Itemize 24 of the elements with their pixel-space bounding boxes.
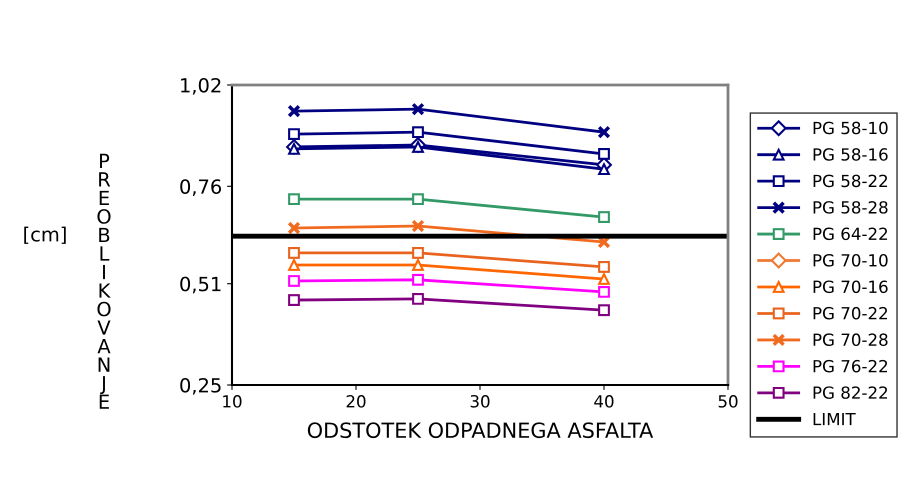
legend-label: PG 58-16 [814,148,888,161]
legend-label: PG 70-16 [814,280,888,294]
legend-label: PG 70-10 [814,254,888,267]
legend-label: PG 58-10 [814,122,888,134]
x-axis-title: ODSTOTEK ODPADNEGA ASFALTA [308,422,654,438]
x-tick-label: 40 [594,395,614,408]
text: PREOBLIKOVANJE [97,154,111,409]
legend-label: PG 58-22 [814,174,888,188]
legend-label: PG 82-22 [814,386,888,399]
y-tick-label: 0,25 [180,378,221,395]
x-tick-label: 20 [346,395,366,408]
y-tick-label: 0,51 [180,276,220,294]
legend-label: PG 70-28 [814,333,888,346]
legend-label: PG 58-28 [814,201,888,214]
x-tick-label: 30 [470,395,490,408]
legend-label: PG 64-22 [814,228,888,240]
x-tick-label: 10 [223,395,242,408]
text: [cm] [24,226,66,244]
legend-label: LIMIT [814,412,856,426]
legend-label: PG 76-22 [814,360,888,372]
y-tick-label: 0,76 [180,179,222,196]
x-tick-label: 50 [718,395,738,408]
y-tick-label: 1,02 [181,78,220,95]
legend-label: PG 70-22 [814,306,888,320]
